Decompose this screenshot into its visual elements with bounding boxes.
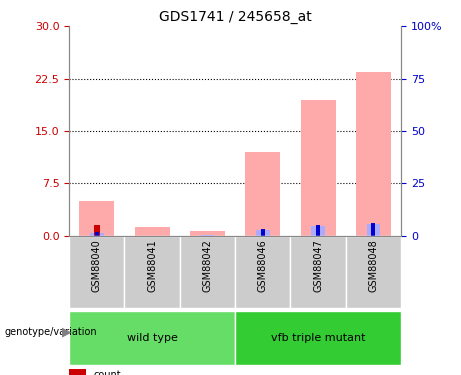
Text: vfb triple mutant: vfb triple mutant	[271, 333, 365, 343]
Bar	[190, 231, 225, 236]
Bar	[69, 369, 86, 375]
Bar	[94, 225, 100, 236]
FancyBboxPatch shape	[180, 236, 235, 308]
Bar	[245, 152, 280, 236]
Bar	[316, 225, 320, 236]
FancyBboxPatch shape	[235, 236, 290, 308]
Bar	[311, 226, 325, 236]
Text: GSM88042: GSM88042	[202, 239, 213, 292]
Bar	[372, 223, 375, 236]
Text: GSM88048: GSM88048	[368, 239, 378, 292]
FancyBboxPatch shape	[290, 236, 346, 308]
Bar	[301, 100, 336, 236]
Text: genotype/variation: genotype/variation	[5, 327, 97, 337]
Text: GSM88040: GSM88040	[92, 239, 102, 292]
Bar	[356, 72, 391, 236]
FancyBboxPatch shape	[69, 236, 124, 308]
FancyBboxPatch shape	[235, 310, 401, 364]
FancyBboxPatch shape	[69, 310, 235, 364]
Bar	[79, 201, 114, 236]
Bar	[135, 227, 170, 236]
Bar	[95, 232, 99, 236]
Text: GSM88047: GSM88047	[313, 239, 323, 292]
Text: GSM88046: GSM88046	[258, 239, 268, 292]
Title: GDS1741 / 245658_at: GDS1741 / 245658_at	[159, 10, 312, 24]
Bar	[256, 230, 270, 236]
FancyBboxPatch shape	[346, 236, 401, 308]
Bar	[90, 232, 104, 236]
FancyBboxPatch shape	[124, 236, 180, 308]
Text: count: count	[93, 370, 121, 375]
Bar	[201, 234, 214, 236]
Bar	[261, 229, 265, 236]
Text: ▶: ▶	[62, 326, 72, 338]
Text: wild type: wild type	[127, 333, 177, 343]
Bar	[366, 224, 380, 236]
Text: GSM88041: GSM88041	[147, 239, 157, 292]
